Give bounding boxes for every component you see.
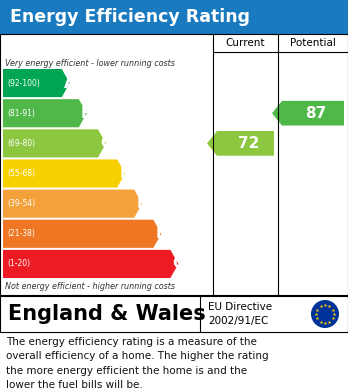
Text: The energy efficiency rating is a measure of the
overall efficiency of a home. T: The energy efficiency rating is a measur… — [6, 337, 269, 390]
Text: B: B — [81, 106, 93, 121]
Bar — [0, 34, 348, 295]
Polygon shape — [3, 69, 70, 97]
Text: Not energy efficient - higher running costs: Not energy efficient - higher running co… — [5, 282, 175, 291]
Text: Potential: Potential — [290, 38, 336, 48]
Circle shape — [311, 300, 339, 328]
Polygon shape — [207, 131, 274, 156]
Text: Energy Efficiency Rating: Energy Efficiency Rating — [10, 8, 250, 26]
Text: (69-80): (69-80) — [7, 139, 35, 148]
Text: 87: 87 — [306, 106, 327, 121]
Text: 72: 72 — [238, 136, 259, 151]
Text: G: G — [172, 256, 185, 271]
Text: (55-68): (55-68) — [7, 169, 35, 178]
Polygon shape — [3, 99, 87, 127]
Bar — [0, 0, 348, 34]
Text: Very energy efficient - lower running costs: Very energy efficient - lower running co… — [5, 59, 175, 68]
Text: D: D — [119, 166, 132, 181]
Bar — [0, 296, 348, 332]
Polygon shape — [272, 101, 344, 126]
Text: E: E — [136, 196, 147, 211]
Polygon shape — [3, 129, 106, 158]
Polygon shape — [3, 220, 161, 248]
Text: (1-20): (1-20) — [7, 260, 30, 269]
Text: (39-54): (39-54) — [7, 199, 35, 208]
Text: Current: Current — [226, 38, 265, 48]
Text: C: C — [100, 136, 111, 151]
Text: (92-100): (92-100) — [7, 79, 40, 88]
Polygon shape — [3, 250, 179, 278]
Polygon shape — [3, 190, 142, 218]
Text: A: A — [64, 75, 76, 91]
Text: (21-38): (21-38) — [7, 229, 35, 238]
Text: EU Directive
2002/91/EC: EU Directive 2002/91/EC — [208, 302, 272, 326]
Text: F: F — [155, 226, 166, 241]
Polygon shape — [3, 160, 125, 188]
Text: England & Wales: England & Wales — [8, 304, 206, 324]
Text: (81-91): (81-91) — [7, 109, 35, 118]
